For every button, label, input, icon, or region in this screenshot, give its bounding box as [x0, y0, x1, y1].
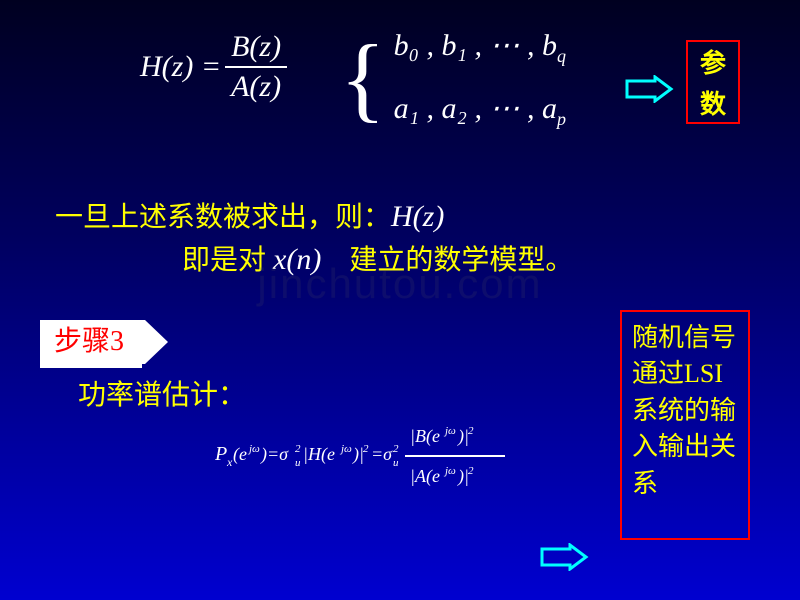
- text-line-1: 一旦上述系数被求出，则：H(z): [55, 195, 444, 235]
- svg-text:u: u: [393, 457, 399, 469]
- parameter-list: { b₀ , b₁ , ⋯ , bq a₁ , a₂ , ⋯ , ap: [340, 28, 566, 130]
- svg-text:x: x: [226, 455, 233, 469]
- formula-lhs: H(z) =: [140, 50, 221, 84]
- left-brace: {: [340, 36, 386, 122]
- text-line-2: 即是对 x(n) 建立的数学模型。: [182, 238, 573, 278]
- svg-text:(e: (e: [233, 444, 247, 465]
- hz-symbol: H(z): [391, 200, 444, 233]
- param-char2: 数: [700, 84, 726, 121]
- svg-text:jω: jω: [443, 465, 456, 477]
- svg-text:)=σ: )=σ: [260, 444, 289, 465]
- svg-text:|A(e: |A(e: [410, 466, 440, 487]
- arrow-to-params-icon: [625, 75, 675, 108]
- parameters-label-box: 参 数: [686, 40, 740, 124]
- svg-text:2: 2: [295, 443, 301, 455]
- svg-text:=σ: =σ: [371, 444, 393, 464]
- svg-text:jω: jω: [247, 443, 260, 455]
- svg-text:jω: jω: [339, 443, 352, 455]
- sidebar-note-box: 随机信号通过LSI系统的输入输出关系: [620, 310, 750, 540]
- a-params: a₁ , a₂ , ⋯ , ap: [394, 91, 566, 130]
- power-spectrum-formula: P x (e jω )=σ u 2 |H(e jω )| 2 =σ u 2 |B…: [215, 410, 495, 500]
- svg-text:|H(e: |H(e: [303, 444, 335, 465]
- svg-text:2: 2: [393, 443, 399, 455]
- svg-text:2: 2: [468, 425, 474, 437]
- svg-text:jω: jω: [443, 425, 456, 437]
- svg-text:2: 2: [363, 443, 369, 455]
- denominator: A(z): [225, 68, 287, 104]
- svg-text:|B(e: |B(e: [410, 426, 440, 447]
- param-char1: 参: [700, 43, 726, 80]
- xn-symbol: x(n): [273, 243, 321, 276]
- b-params: b₀ , b₁ , ⋯ , bq: [394, 28, 566, 67]
- fraction: B(z) A(z): [225, 30, 287, 104]
- svg-text:P: P: [215, 443, 227, 465]
- step-3-label: 步骤3: [40, 320, 142, 368]
- arrow-to-sidebar-icon: [540, 543, 590, 576]
- transfer-function-formula: H(z) = B(z) A(z): [140, 30, 291, 104]
- power-spectrum-label: 功率谱估计：: [78, 373, 246, 413]
- svg-text:2: 2: [468, 465, 474, 477]
- numerator: B(z): [225, 30, 287, 68]
- svg-text:u: u: [295, 457, 301, 469]
